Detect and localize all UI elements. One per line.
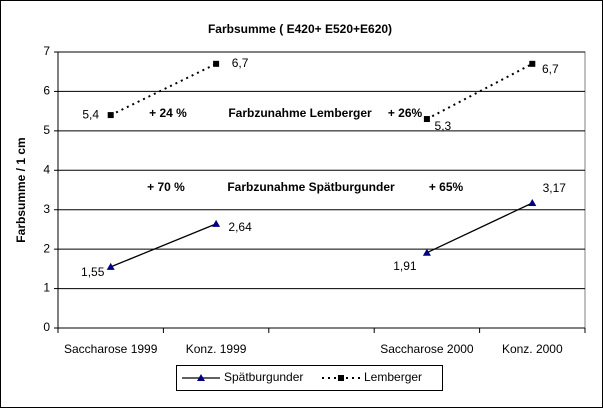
y-tick-label: 1 [43, 281, 50, 295]
data-label: 1,55 [81, 265, 105, 279]
legend-marker [197, 374, 205, 381]
point [529, 60, 536, 67]
data-label: 5,3 [435, 119, 452, 133]
x-tick-label: Konz. 1999 [186, 342, 247, 356]
y-tick-label: 4 [43, 162, 50, 176]
legend-label: Lemberger [364, 370, 422, 384]
annotation: Farbzunahme Lemberger [228, 106, 372, 120]
y-tick-label: 5 [43, 123, 50, 137]
chart-title: Farbsumme ( E420+ E520+E620) [208, 22, 392, 36]
annotation: + 24 % [149, 106, 187, 120]
data-label: 3,17 [543, 181, 567, 195]
plot-area [57, 51, 586, 329]
legend-marker [338, 375, 344, 381]
point [422, 248, 431, 256]
annotation: + 70 % [147, 180, 185, 194]
x-tick-label: Saccharose 1999 [64, 342, 158, 356]
point [212, 219, 221, 227]
data-label: 6,7 [232, 56, 249, 70]
annotation: Farbzunahme Spätburgunder [227, 180, 395, 194]
x-tick-label: Konz. 2000 [502, 342, 563, 356]
point [423, 116, 430, 123]
data-label: 1,91 [393, 259, 417, 273]
point [106, 262, 115, 270]
annotation: + 65% [429, 180, 464, 194]
y-axis-label: Farbsumme / 1 cm [14, 137, 28, 242]
y-tick-label: 2 [43, 241, 50, 255]
y-tick-label: 6 [43, 84, 50, 98]
y-tick-label: 3 [43, 202, 50, 216]
data-label: 6,7 [542, 62, 559, 76]
series-line [110, 202, 533, 268]
y-tick-label: 0 [43, 320, 50, 334]
data-label: 5,4 [82, 107, 99, 121]
point [213, 60, 220, 67]
series-line [110, 62, 533, 120]
y-tick-label: 7 [43, 44, 50, 58]
data-label: 2,64 [228, 220, 252, 234]
legend-label: Spätburgunder [224, 370, 303, 384]
point [528, 199, 537, 207]
annotation: + 26% [388, 106, 423, 120]
point [107, 112, 114, 119]
legend-box [176, 365, 443, 391]
x-tick-label: Saccharose 2000 [380, 342, 474, 356]
